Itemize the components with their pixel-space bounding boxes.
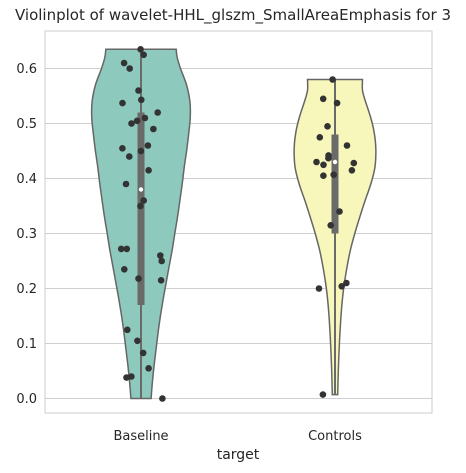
x-tick-labels: Baseline Controls: [113, 429, 362, 444]
data-point: [316, 134, 324, 141]
data-point: [333, 99, 341, 107]
data-point: [327, 222, 335, 229]
y-tick-label: 0.2: [16, 282, 37, 297]
data-point: [124, 326, 131, 334]
data-point: [159, 395, 166, 402]
y-tick-label: 0.1: [16, 337, 37, 352]
data-point: [135, 87, 142, 94]
data-point: [343, 142, 351, 149]
x-tick-label: Controls: [308, 429, 362, 444]
data-point: [313, 158, 320, 166]
y-tick-label: 0.6: [16, 62, 37, 77]
y-tick-label: 0.3: [16, 227, 37, 242]
data-point: [137, 147, 145, 155]
iqr-box: [331, 134, 339, 234]
data-point: [119, 145, 126, 152]
data-point: [139, 349, 147, 357]
data-point: [329, 76, 336, 83]
plot-frame: [44, 30, 433, 414]
data-point: [140, 197, 147, 204]
data-point: [138, 96, 145, 104]
data-point: [134, 337, 141, 345]
data-point: [133, 117, 141, 125]
data-point: [126, 65, 133, 72]
data-point: [330, 171, 338, 178]
data-point: [123, 374, 130, 381]
data-point: [157, 277, 165, 284]
median-marker: [138, 187, 144, 192]
x-tick-label: Baseline: [113, 429, 168, 444]
chart-title: Violinplot of wavelet-HHL_glszm_SmallAre…: [15, 6, 451, 25]
data-point: [141, 114, 149, 122]
data-point: [320, 172, 327, 179]
data-point: [157, 252, 164, 259]
data-point: [338, 283, 346, 290]
strip-points: [117, 46, 358, 402]
x-axis-label: target: [217, 447, 260, 463]
data-point: [135, 275, 142, 282]
data-point: [320, 161, 327, 169]
data-point: [122, 180, 130, 188]
data-point: [324, 123, 331, 130]
data-point: [126, 153, 133, 160]
data-point: [140, 51, 147, 59]
y-tick-label: 0.4: [16, 172, 37, 187]
data-point: [336, 208, 343, 215]
data-point: [343, 279, 350, 287]
data-point: [350, 159, 358, 167]
data-point: [144, 142, 152, 149]
data-point: [315, 285, 323, 292]
y-tick-label: 0.0: [16, 392, 37, 407]
data-point: [117, 245, 125, 253]
data-point: [150, 125, 157, 133]
data-point: [123, 245, 131, 253]
y-tick-labels: 0.0 0.1 0.2 0.3 0.4 0.5 0.6: [16, 62, 37, 407]
data-point: [325, 154, 332, 162]
data-point: [121, 266, 128, 273]
data-point: [319, 95, 327, 103]
data-point: [145, 167, 152, 174]
data-point: [137, 202, 144, 210]
data-point: [145, 365, 152, 372]
data-point: [319, 391, 327, 398]
data-point: [137, 46, 144, 53]
data-point: [154, 109, 161, 116]
data-point: [348, 167, 356, 174]
data-point: [119, 99, 126, 107]
y-tick-label: 0.5: [16, 117, 37, 132]
data-point: [120, 59, 128, 67]
median-marker: [332, 159, 338, 165]
data-point: [128, 120, 135, 127]
data-point: [158, 257, 165, 265]
